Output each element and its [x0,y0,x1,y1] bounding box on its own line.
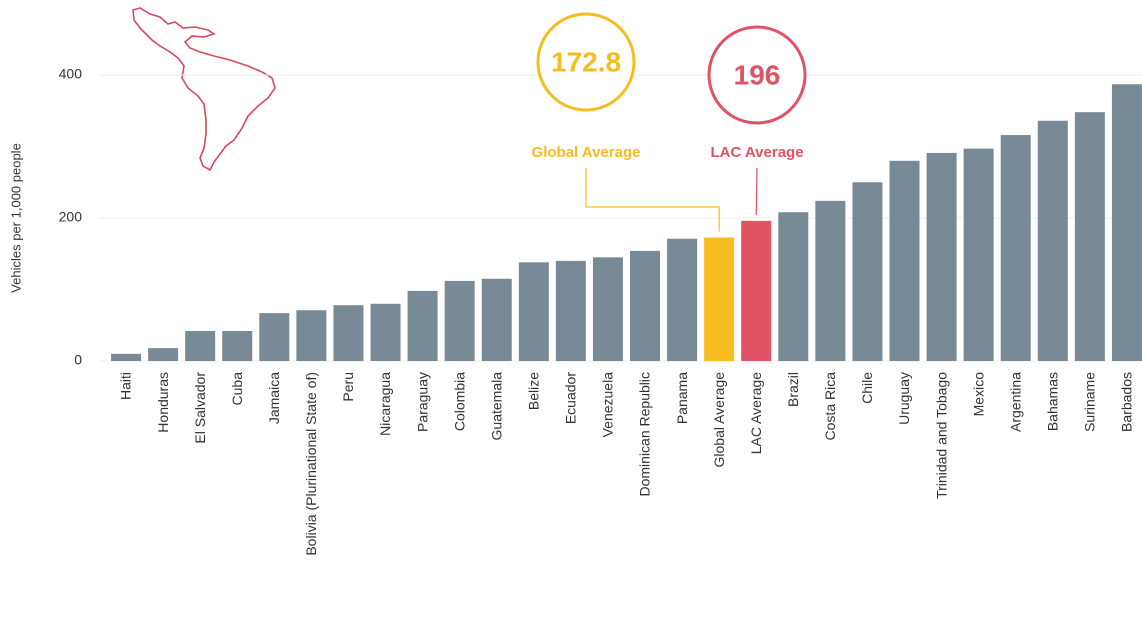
x-tick-label: Bolivia (Plurinational State of) [303,372,319,556]
x-tick-label: Colombia [451,372,467,431]
bar [815,200,846,361]
x-tick-label: Trinidad and Tobago [933,372,949,499]
bar [333,305,364,361]
bar [1074,112,1105,362]
bar [518,262,549,361]
annotation-connector [755,167,758,215]
bar [370,303,401,361]
x-tick-label: Argentina [1007,372,1023,432]
x-tick-label: Venezuela [600,372,616,438]
map-icon [132,7,276,172]
x-tick-label: Brazil [785,372,801,407]
bar [926,152,957,361]
x-tick-label: El Salvador [192,372,208,444]
y-tick-label: 0 [74,352,82,368]
x-tick-label: Mexico [970,372,986,417]
bar [592,257,623,361]
x-tick-label: Guatemala [488,372,504,441]
bar [481,278,512,361]
bar [259,313,290,361]
bar [148,348,179,361]
x-tick-label: Belize [526,372,542,410]
x-tick-label: Global Average [711,372,727,468]
bar [296,310,327,361]
bar [630,250,661,361]
x-tick-label: Barbados [1119,372,1135,432]
x-tick-label: Costa Rica [822,372,838,441]
bar [852,182,883,361]
x-tick-label: Nicaragua [377,372,393,436]
annotation-value: 172.8 [551,46,621,77]
x-tick-label: Honduras [155,372,171,433]
bar [1111,84,1142,362]
bar [963,148,994,361]
bar [741,220,772,361]
x-tick-label: Paraguay [414,372,430,432]
bar [222,330,253,361]
bar [444,280,475,361]
bar [667,238,698,361]
bar [555,260,586,361]
bar [889,160,920,361]
bar [1037,120,1068,361]
x-tick-label: Jamaica [266,372,282,424]
bar [407,290,438,361]
x-tick-label: Bahamas [1044,372,1060,431]
y-tick-label: 200 [59,209,83,225]
annotation-connector [585,168,720,232]
annotation-label: Global Average [532,144,641,161]
x-tick-label: Chile [859,372,875,404]
x-tick-label: LAC Average [748,372,764,454]
y-axis-label: Vehicles per 1,000 people [8,143,23,293]
x-tick-label: Panama [674,372,690,424]
x-tick-label: Ecuador [563,372,579,424]
annotation-circle [536,12,636,112]
annotation-circle [707,25,807,125]
x-tick-label: Uruguay [896,372,912,425]
annotation-value: 196 [734,59,781,90]
annotation-label: LAC Average [710,144,803,161]
x-tick-label: Haiti [118,372,134,400]
y-tick-label: 400 [59,66,83,82]
bar [778,212,809,361]
bar [111,353,142,361]
x-tick-label: Peru [340,372,356,402]
bar [1000,135,1031,361]
bar [185,330,216,361]
bar [704,237,735,361]
x-tick-label: Cuba [229,372,245,406]
x-tick-label: Dominican Republic [637,372,653,497]
x-tick-label: Suriname [1082,372,1098,432]
